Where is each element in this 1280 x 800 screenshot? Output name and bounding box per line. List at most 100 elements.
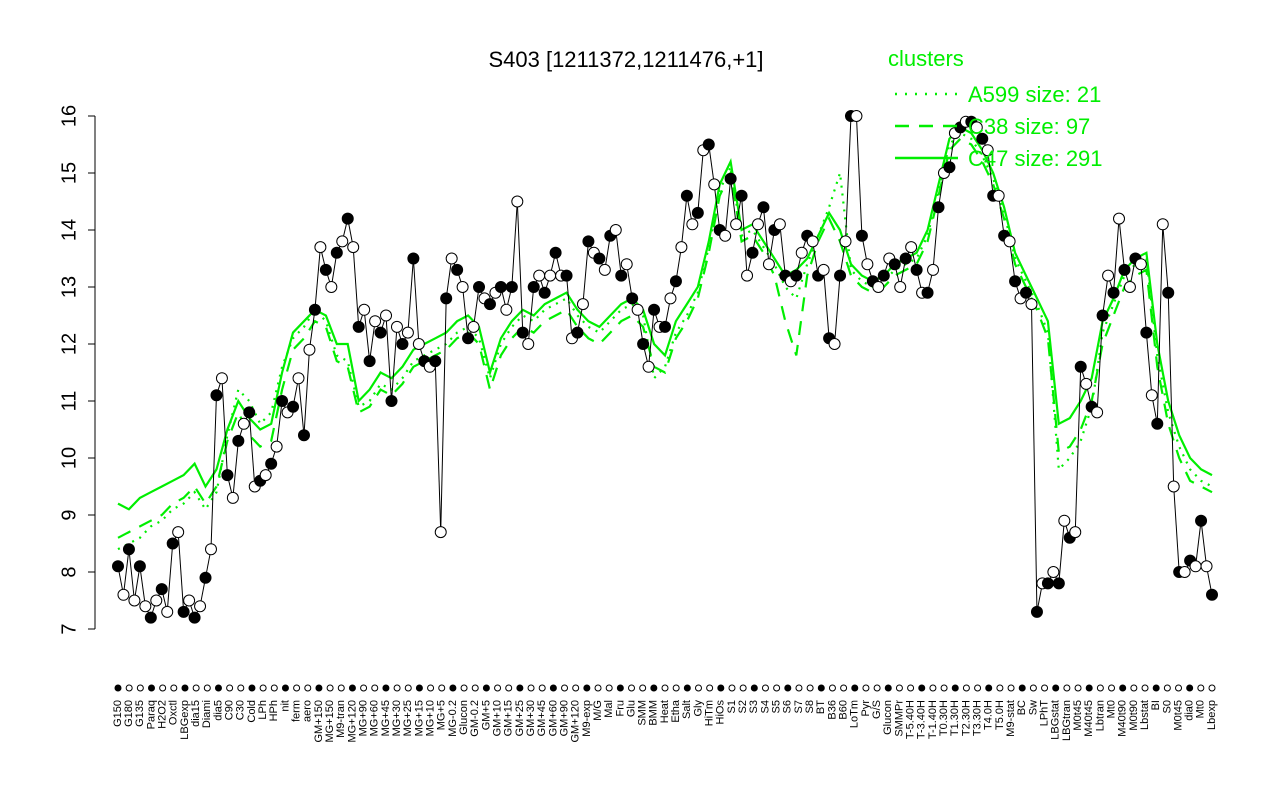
x-tick-label: M0t45 — [1172, 700, 1184, 731]
point-connector — [352, 247, 360, 327]
data-point — [1178, 566, 1191, 578]
x-tick-label: GM+60 — [547, 700, 559, 736]
point-connector — [527, 286, 535, 345]
x-tick-label: S6 — [782, 700, 794, 713]
x-marker — [147, 684, 155, 692]
data-point — [1167, 480, 1180, 493]
chart-title: S403 [1211372,1211476,+1] — [488, 47, 763, 72]
x-axis: G150 G180 G135 Paraq H2O2 Oxctl LBGexp dia15 Dia… — [112, 684, 1218, 743]
y-tick-label: 13 — [58, 276, 80, 298]
point-connector — [516, 201, 524, 333]
x-marker — [393, 684, 401, 692]
x-tick-label: GM+120 — [570, 700, 582, 743]
x-tick-label: Mal — [603, 700, 615, 718]
point-connector — [724, 178, 732, 236]
x-tick-label: T4.0H — [983, 700, 995, 730]
data-point — [932, 201, 945, 214]
x-marker — [940, 684, 948, 692]
x-tick-label: Paraq — [145, 700, 157, 729]
x-marker — [873, 684, 881, 692]
x-marker — [125, 684, 133, 692]
point-connector — [303, 349, 310, 436]
data-point — [1047, 566, 1060, 578]
data-point — [1145, 389, 1158, 402]
x-marker — [460, 684, 468, 692]
x-tick-label: Pyr — [860, 700, 872, 717]
x-tick-label: S5 — [771, 700, 783, 713]
data-point — [598, 263, 611, 276]
x-marker — [1085, 684, 1093, 692]
x-tick-label: Diami — [201, 700, 213, 728]
x-marker — [1108, 684, 1116, 692]
x-tick-label: Lbstat — [1139, 700, 1151, 730]
x-marker — [1096, 684, 1104, 692]
data-point — [1096, 309, 1109, 322]
x-tick-label: Mt0 — [1195, 700, 1207, 718]
data-point — [1151, 417, 1164, 430]
data-point — [440, 292, 453, 305]
x-tick-label: B60 — [838, 700, 850, 720]
data-point — [270, 440, 283, 453]
x-marker — [616, 684, 624, 692]
y-tick-label: 15 — [58, 162, 80, 184]
x-marker — [1007, 684, 1015, 692]
x-marker — [203, 684, 211, 692]
data-point — [850, 110, 863, 122]
x-marker — [494, 684, 502, 692]
data-point — [757, 201, 770, 214]
point-connector — [391, 326, 398, 402]
x-marker — [348, 684, 356, 692]
data-point — [806, 235, 819, 248]
y-tick-label: 16 — [58, 105, 80, 127]
data-point — [981, 144, 994, 157]
data-point — [1123, 281, 1136, 293]
x-marker — [382, 684, 390, 692]
data-point — [877, 269, 890, 282]
data-point — [122, 543, 135, 556]
point-connector — [308, 309, 316, 350]
x-tick-label: BT — [815, 700, 827, 714]
data-point — [336, 235, 349, 248]
point-connector — [713, 184, 721, 231]
x-tick-label: GM+90 — [558, 700, 570, 736]
data-point — [527, 281, 540, 293]
x-tick-label: Glu — [625, 700, 637, 717]
data-point — [1162, 286, 1175, 299]
x-tick-label: HiTm — [704, 700, 716, 726]
x-tick-label: Mt0 — [1105, 700, 1117, 718]
x-marker — [851, 684, 859, 692]
series-line-dotted — [117, 131, 1213, 551]
point-connector — [648, 309, 655, 367]
point-connector — [730, 178, 737, 225]
x-tick-label: Gly — [692, 700, 704, 717]
data-point — [128, 594, 141, 607]
point-connector — [473, 286, 480, 327]
data-point — [669, 275, 682, 288]
x-tick-label: M9-stat — [1005, 700, 1017, 737]
x-tick-label: MG+25 — [402, 700, 414, 736]
point-connector — [1118, 218, 1125, 270]
x-marker — [895, 684, 903, 692]
point-connector — [680, 195, 688, 248]
x-tick-label: H2O2 — [157, 700, 169, 729]
x-marker — [694, 684, 702, 692]
x-tick-label: T3.30H — [971, 700, 983, 736]
x-marker — [427, 684, 435, 692]
x-tick-label: M9-tran — [335, 700, 347, 738]
data-point — [1140, 326, 1153, 339]
x-tick-label: S4 — [759, 700, 771, 713]
data-point — [664, 292, 677, 305]
data-point — [1030, 605, 1043, 618]
x-tick-label: nit — [279, 700, 291, 712]
x-tick-label: LBGstat — [1050, 700, 1062, 740]
x-tick-label: G135 — [134, 700, 146, 727]
point-connector — [987, 150, 994, 196]
x-marker — [259, 684, 267, 692]
point-connector — [1096, 315, 1104, 413]
x-tick-label: MG-0.2 — [447, 700, 459, 737]
data-point — [133, 560, 146, 573]
x-marker — [739, 684, 747, 692]
data-point — [762, 258, 775, 271]
x-marker — [415, 684, 423, 692]
x-marker — [639, 684, 647, 692]
